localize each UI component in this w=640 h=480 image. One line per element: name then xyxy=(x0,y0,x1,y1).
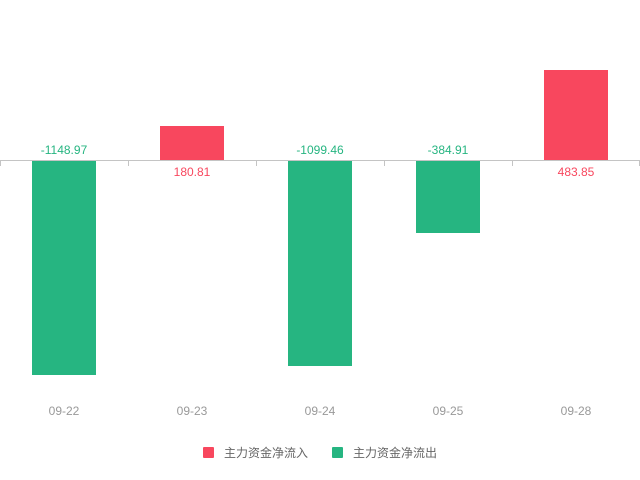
x-axis-label-09-28: 09-28 xyxy=(560,404,592,418)
x-axis-tick xyxy=(384,161,385,166)
x-axis-line xyxy=(0,160,640,161)
x-axis-tick xyxy=(0,161,1,166)
x-axis-label-09-22: 09-22 xyxy=(48,404,80,418)
x-axis-label-09-25: 09-25 xyxy=(432,404,464,418)
x-axis-label-09-24: 09-24 xyxy=(304,404,336,418)
bar-09-22[interactable] xyxy=(32,161,96,375)
bar-09-25[interactable] xyxy=(416,161,480,233)
legend-item-inflow[interactable]: 主力资金净流入 xyxy=(202,444,308,461)
bar-09-28[interactable] xyxy=(544,70,608,160)
x-axis-tick xyxy=(128,161,129,166)
legend: 主力资金净流入 主力资金净流出 xyxy=(0,444,640,461)
x-axis-label-09-23: 09-23 xyxy=(176,404,208,418)
value-label-09-25: -384.91 xyxy=(427,143,469,157)
value-label-09-28: 483.85 xyxy=(557,165,595,179)
bar-09-24[interactable] xyxy=(288,161,352,366)
legend-swatch-icon xyxy=(202,447,214,458)
value-label-09-24: -1099.46 xyxy=(296,143,344,157)
x-axis-tick xyxy=(512,161,513,166)
legend-label: 主力资金净流入 xyxy=(223,446,308,460)
legend-label: 主力资金净流出 xyxy=(353,446,438,460)
value-label-09-23: 180.81 xyxy=(173,165,211,179)
bar-09-23[interactable] xyxy=(160,126,224,160)
legend-item-outflow[interactable]: 主力资金净流出 xyxy=(332,444,437,461)
legend-swatch-icon xyxy=(332,447,343,458)
x-axis-tick xyxy=(256,161,257,166)
value-label-09-22: -1148.97 xyxy=(40,143,88,157)
